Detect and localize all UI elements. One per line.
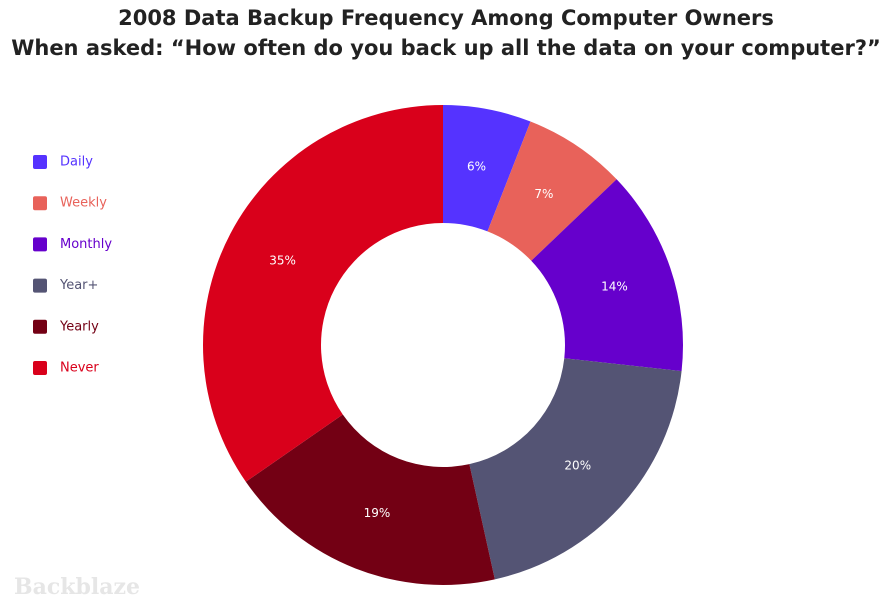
slice-label: 35% bbox=[269, 254, 296, 268]
legend-swatch bbox=[33, 319, 47, 334]
watermark: Backblaze bbox=[14, 574, 140, 595]
legend-label: Monthly bbox=[60, 237, 112, 252]
slice bbox=[443, 105, 531, 232]
legend-swatch bbox=[33, 196, 47, 211]
legend-swatch bbox=[33, 361, 47, 375]
slice-label: 7% bbox=[534, 187, 553, 201]
legend-label: Yearly bbox=[59, 319, 99, 334]
legend-label: Weekly bbox=[60, 196, 107, 211]
slice bbox=[469, 358, 682, 580]
slice-label: 6% bbox=[467, 160, 486, 174]
legend-label: Year+ bbox=[59, 278, 98, 293]
slice-label: 14% bbox=[601, 279, 628, 293]
slice bbox=[531, 179, 683, 372]
legend-label: Daily bbox=[60, 155, 93, 170]
slice bbox=[245, 414, 495, 586]
slice bbox=[487, 121, 617, 261]
slice bbox=[203, 105, 443, 482]
legend-swatch bbox=[33, 155, 47, 169]
chart-title: 2008 Data Backup Frequency Among Compute… bbox=[118, 6, 774, 30]
legend-label: Never bbox=[60, 361, 99, 376]
slice-label: 20% bbox=[564, 458, 591, 472]
legend-swatch bbox=[33, 237, 47, 252]
slice-label: 19% bbox=[364, 506, 391, 520]
chart-subtitle: When asked: “How often do you back up al… bbox=[11, 36, 881, 60]
legend-swatch bbox=[33, 278, 47, 293]
